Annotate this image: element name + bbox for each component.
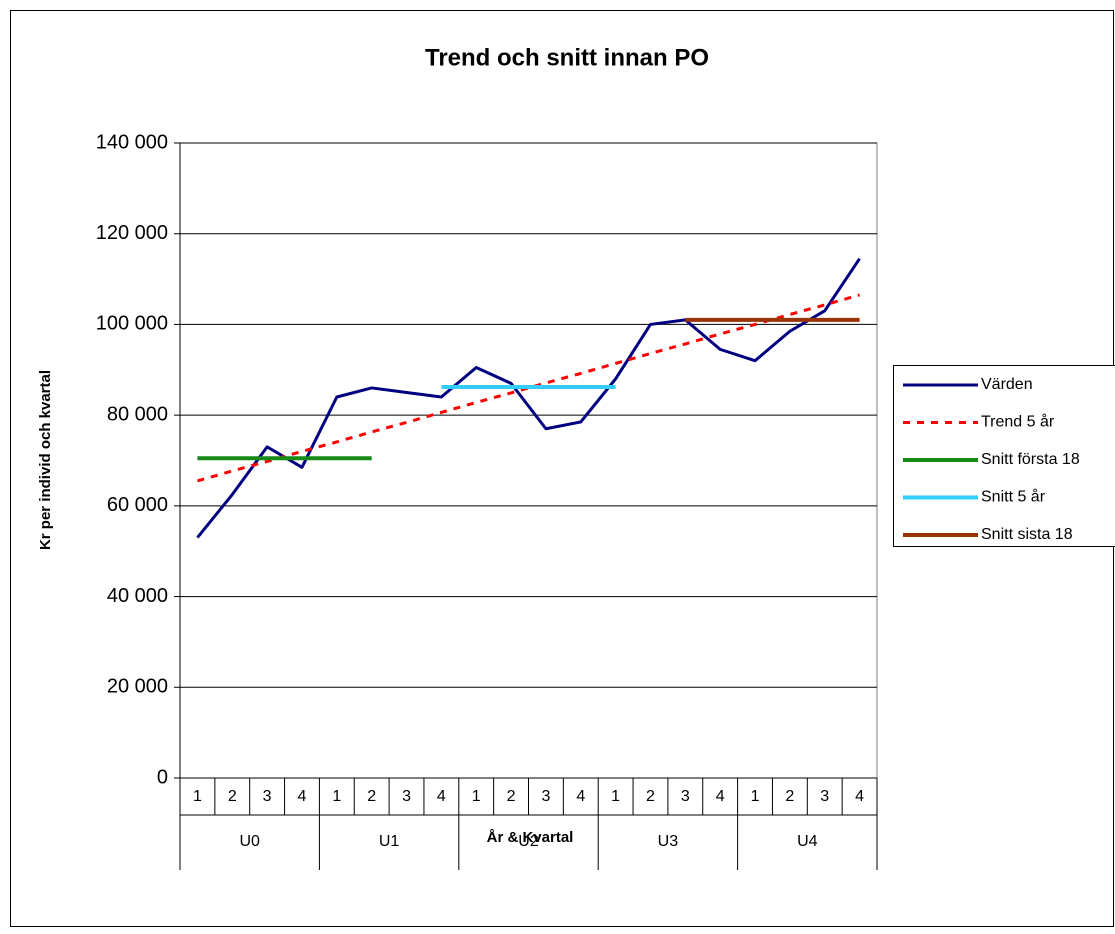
x-tick-label: 2 (228, 788, 237, 805)
x-group-label: U1 (379, 833, 400, 850)
x-tick-label: 2 (367, 788, 376, 805)
x-tick-label: 3 (681, 788, 690, 805)
x-tick-label: 4 (298, 788, 307, 805)
y-tick-label: 20 000 (107, 676, 168, 698)
x-group-label: U0 (239, 833, 260, 850)
x-tick-label: 1 (611, 788, 620, 805)
x-group-label: U4 (797, 833, 818, 850)
x-tick-label: 2 (785, 788, 794, 805)
x-tick-label: 4 (576, 788, 585, 805)
x-tick-label: 1 (193, 788, 202, 805)
y-axis-label: Kr per individ och kvartal (37, 370, 54, 550)
y-tick-label: 0 (157, 766, 168, 788)
y-tick-label: 80 000 (107, 403, 168, 425)
y-tick-label: 60 000 (107, 494, 168, 516)
x-tick-label: 3 (541, 788, 550, 805)
y-tick-label: 40 000 (107, 585, 168, 607)
chart-title: Trend och snitt innan PO (425, 44, 709, 71)
x-tick-label: 1 (472, 788, 481, 805)
legend-label: Snitt sista 18 (981, 526, 1073, 543)
x-tick-label: 3 (820, 788, 829, 805)
y-tick-label: 140 000 (96, 131, 168, 153)
x-group-label: U2 (518, 833, 539, 850)
legend-label: Trend 5 år (981, 413, 1055, 431)
x-group-label: U3 (658, 833, 679, 850)
x-tick-label: 4 (716, 788, 725, 805)
legend-label: Snitt 5 år (981, 488, 1046, 506)
x-tick-label: 2 (646, 788, 655, 805)
legend-label: Snitt första 18 (981, 451, 1080, 468)
x-tick-label: 1 (751, 788, 760, 805)
plot-area (180, 143, 877, 778)
x-tick-label: 3 (263, 788, 272, 805)
x-tick-label: 3 (402, 788, 411, 805)
y-tick-label: 120 000 (96, 222, 168, 244)
x-tick-label: 4 (437, 788, 446, 805)
x-tick-label: 4 (855, 788, 864, 805)
y-tick-label: 100 000 (96, 313, 168, 335)
legend-label: Värden (981, 376, 1033, 393)
x-tick-label: 2 (507, 788, 516, 805)
x-tick-label: 1 (332, 788, 341, 805)
